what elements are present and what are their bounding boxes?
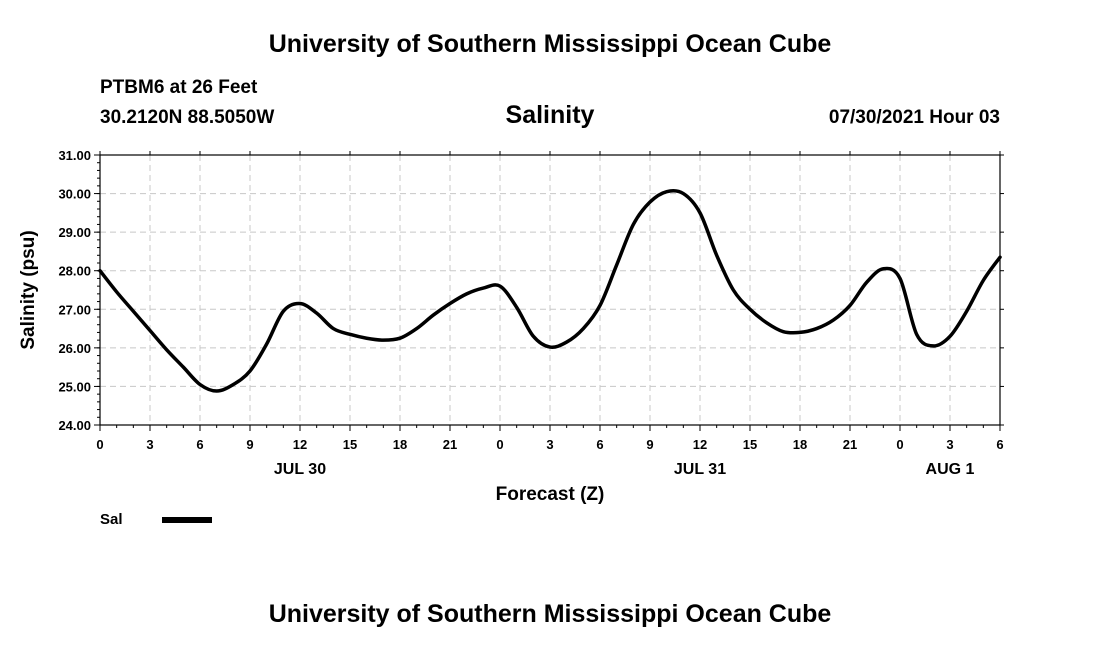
- y-tick-label: 26.00: [58, 341, 91, 356]
- x-tick-label: 21: [443, 437, 457, 452]
- x-tick-label: 0: [96, 437, 103, 452]
- axis-labels: 24.00 25.00 26.00 27.00 28.00 29.00 30.00 31.00…: [18, 148, 1004, 505]
- forecast-datetime: 07/30/2021 Hour 03: [828, 107, 1000, 128]
- axes: [94, 151, 1004, 431]
- x-tick-label: 6: [196, 437, 203, 452]
- x-tick-label: 3: [546, 437, 553, 452]
- x-tick-label: 15: [343, 437, 357, 452]
- x-date-label: AUG 1: [926, 461, 975, 478]
- y-tick-label: 31.00: [58, 148, 91, 163]
- y-tick-label: 24.00: [58, 418, 91, 433]
- series-layer: [98, 188, 1002, 393]
- x-tick-label: 18: [793, 437, 807, 452]
- x-tick-label: 6: [996, 437, 1003, 452]
- coordinates-label: 30.2120N 88.5050W: [100, 107, 275, 128]
- legend-label: Sal: [100, 511, 123, 528]
- footer-title: University of Southern Mississippi Ocean…: [268, 600, 832, 628]
- x-tick-label: 3: [146, 437, 153, 452]
- x-tick-label: 21: [843, 437, 857, 452]
- y-tick-label: 27.00: [58, 302, 91, 317]
- series-line-sal: [98, 188, 1002, 393]
- x-tick-label: 15: [743, 437, 757, 452]
- x-tick-label: 18: [393, 437, 407, 452]
- x-tick-label: 9: [646, 437, 653, 452]
- x-tick-label: 0: [496, 437, 503, 452]
- y-tick-label: 25.00: [58, 379, 91, 394]
- y-axis-title: Salinity (psu): [18, 230, 39, 349]
- x-tick-label: 9: [246, 437, 253, 452]
- chart-title: Salinity: [505, 101, 595, 129]
- x-tick-label: 0: [896, 437, 903, 452]
- x-date-label: JUL 30: [274, 461, 326, 478]
- x-tick-label: 6: [596, 437, 603, 452]
- y-tick-label: 30.00: [58, 187, 91, 202]
- grid-lines: [100, 155, 1000, 425]
- x-date-label: JUL 31: [674, 461, 726, 478]
- x-axis-title: Forecast (Z): [496, 484, 605, 505]
- x-tick-label: 12: [693, 437, 707, 452]
- main-title: University of Southern Mississippi Ocean…: [268, 30, 832, 58]
- x-tick-label: 3: [946, 437, 953, 452]
- legend-swatch: [162, 517, 212, 523]
- station-label: PTBM6 at 26 Feet: [100, 77, 258, 98]
- y-tick-label: 28.00: [58, 264, 91, 279]
- x-tick-label: 12: [293, 437, 307, 452]
- y-tick-label: 29.00: [58, 225, 91, 240]
